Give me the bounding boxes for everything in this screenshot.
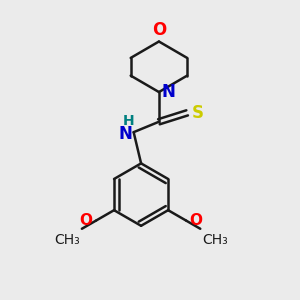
Text: O: O (152, 21, 166, 39)
Text: O: O (80, 213, 92, 228)
Text: O: O (190, 213, 203, 228)
Text: H: H (122, 114, 134, 128)
Text: CH₃: CH₃ (202, 233, 227, 247)
Text: CH₃: CH₃ (55, 233, 80, 247)
Text: N: N (118, 125, 132, 143)
Text: S: S (191, 104, 203, 122)
Text: N: N (161, 83, 175, 101)
